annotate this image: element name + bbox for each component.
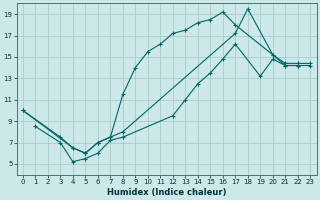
X-axis label: Humidex (Indice chaleur): Humidex (Indice chaleur)	[107, 188, 226, 197]
